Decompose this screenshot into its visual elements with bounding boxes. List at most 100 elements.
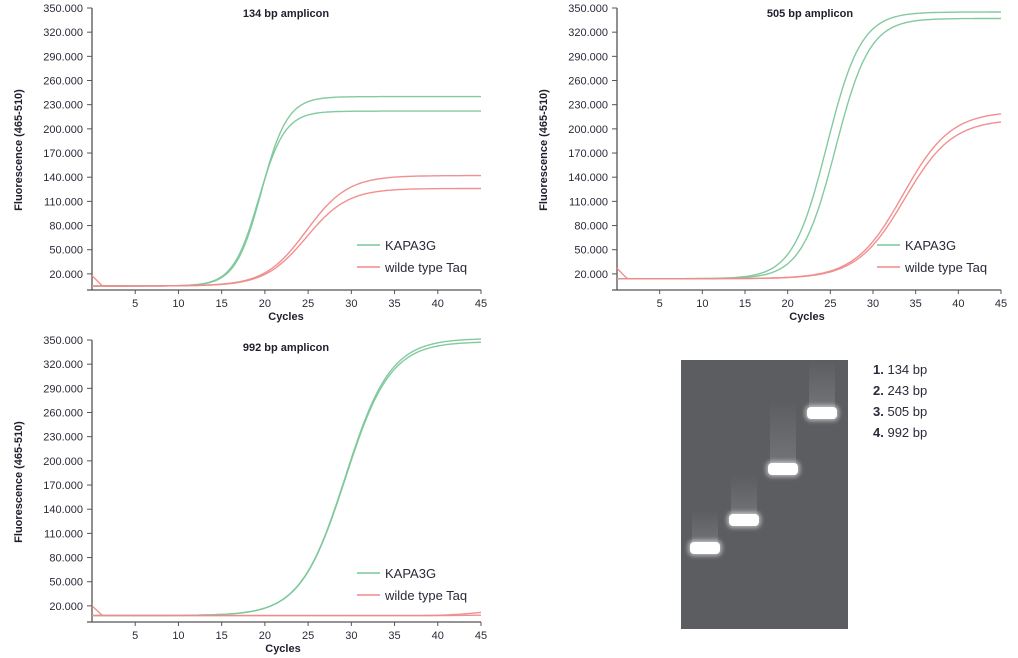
gel-band-992bp <box>807 407 837 419</box>
x-tick-label: 20 <box>259 630 271 642</box>
gel-legend-number: 4. <box>873 425 884 440</box>
x-tick-label: 45 <box>995 298 1007 310</box>
gel-smear <box>692 510 718 545</box>
x-tick-label: 35 <box>388 298 400 310</box>
x-tick-label: 45 <box>475 298 487 310</box>
x-tick-label: 25 <box>824 298 836 310</box>
y-tick-label: 50.000 <box>49 577 83 589</box>
x-tick-label: 30 <box>345 630 357 642</box>
x-tick-label: 5 <box>657 298 663 310</box>
gel-lane-2 <box>729 360 759 629</box>
y-tick-label: 170.000 <box>43 148 83 160</box>
y-tick-label: 80.000 <box>574 221 608 233</box>
x-tick-label: 10 <box>696 298 708 310</box>
gel-legend-label: 992 bp <box>887 425 928 440</box>
gel-lane-1 <box>690 360 720 629</box>
gel-legend-number: 1. <box>873 362 884 377</box>
y-tick-label: 170.000 <box>43 480 83 492</box>
y-tick-label: 260.000 <box>568 76 608 88</box>
gel-legend-item: 2. 243 bp <box>873 380 927 401</box>
gel-legend-label: 134 bp <box>887 362 928 377</box>
y-tick-label: 350.000 <box>43 335 83 347</box>
chart-505bp: 505 bp amplicon Fluorescence (465-510) C… <box>538 3 1007 323</box>
legend-label-wildtype-taq: wilde type Taq <box>384 260 467 275</box>
y-axis-title: Fluorescence (465-510) <box>13 421 25 543</box>
y-tick-label: 290.000 <box>43 51 83 63</box>
x-tick-label: 15 <box>216 298 228 310</box>
x-tick-label: 30 <box>345 298 357 310</box>
legend-label-kapa3g: KAPA3G <box>905 238 956 253</box>
y-tick-label: 110.000 <box>44 196 83 208</box>
y-tick-label: 50.000 <box>574 245 608 257</box>
y-tick-label: 290.000 <box>43 383 83 395</box>
gel-band-134bp <box>690 542 720 554</box>
y-tick-label: 20.000 <box>49 269 83 281</box>
gel-legend-label: 505 bp <box>887 404 928 419</box>
chart-title: 134 bp amplicon <box>243 8 329 20</box>
x-tick-label: 5 <box>132 298 138 310</box>
chart-title: 992 bp amplicon <box>243 342 329 354</box>
y-tick-label: 200.000 <box>43 456 83 468</box>
series-line-wilde-type-taq-rep1 <box>91 605 482 617</box>
y-tick-label: 80.000 <box>49 553 83 565</box>
x-tick-label: 15 <box>739 298 751 310</box>
y-tick-label: 110.000 <box>569 196 608 208</box>
x-tick-label: 30 <box>867 298 879 310</box>
gel-smear <box>809 360 835 408</box>
y-tick-label: 320.000 <box>568 27 608 39</box>
legend-label-kapa3g: KAPA3G <box>385 238 436 253</box>
y-tick-label: 350.000 <box>568 3 608 15</box>
gel-legend-item: 1. 134 bp <box>873 359 927 380</box>
series-line-wilde-type-taq-rep2 <box>617 121 1002 280</box>
y-tick-label: 350.000 <box>43 3 83 15</box>
x-axis-title: Cycles <box>265 643 300 655</box>
x-tick-label: 25 <box>302 298 314 310</box>
y-tick-label: 230.000 <box>43 432 83 444</box>
x-tick-label: 20 <box>782 298 794 310</box>
chart-134bp: 134 bp amplicon Fluorescence (465-510) C… <box>13 3 487 323</box>
x-axis-title: Cycles <box>789 311 824 323</box>
x-tick-label: 10 <box>172 298 184 310</box>
gel-legend-item: 4. 992 bp <box>873 422 927 443</box>
x-tick-label: 35 <box>910 298 922 310</box>
y-tick-label: 20.000 <box>574 269 608 281</box>
y-tick-label: 260.000 <box>43 76 83 88</box>
y-tick-label: 230.000 <box>43 100 83 112</box>
gel-lane-4 <box>807 360 837 629</box>
legend-label-wildtype-taq: wilde type Taq <box>384 588 467 603</box>
x-tick-label: 10 <box>172 630 184 642</box>
x-tick-label: 40 <box>432 298 444 310</box>
legend-label-kapa3g: KAPA3G <box>385 566 436 581</box>
x-tick-label: 35 <box>388 630 400 642</box>
gel-legend-item: 3. 505 bp <box>873 401 927 422</box>
series-line-wilde-type-taq-rep2 <box>92 187 481 287</box>
y-axis-title: Fluorescence (465-510) <box>538 89 550 211</box>
x-tick-label: 40 <box>432 630 444 642</box>
x-tick-label: 25 <box>302 630 314 642</box>
y-tick-label: 230.000 <box>568 100 608 112</box>
y-tick-label: 140.000 <box>43 504 83 516</box>
y-tick-label: 20.000 <box>49 601 83 613</box>
gel-band-505bp <box>768 463 798 475</box>
x-tick-label: 5 <box>132 630 138 642</box>
y-tick-label: 140.000 <box>568 172 608 184</box>
x-tick-label: 15 <box>216 630 228 642</box>
y-tick-label: 290.000 <box>568 51 608 63</box>
y-tick-label: 200.000 <box>568 124 608 136</box>
y-tick-label: 320.000 <box>43 359 83 371</box>
chart-992bp: 992 bp amplicon Fluorescence (465-510) C… <box>13 335 487 655</box>
gel-lane-3 <box>768 360 798 629</box>
chart-title: 505 bp amplicon <box>767 8 853 20</box>
y-tick-label: 80.000 <box>49 221 83 233</box>
y-axis-title: Fluorescence (465-510) <box>13 89 25 211</box>
x-axis-title: Cycles <box>268 311 303 323</box>
y-tick-label: 140.000 <box>43 172 83 184</box>
x-tick-label: 20 <box>259 298 271 310</box>
x-tick-label: 40 <box>952 298 964 310</box>
x-tick-label: 45 <box>475 630 487 642</box>
gel-smear <box>731 475 757 517</box>
y-tick-label: 110.000 <box>44 528 83 540</box>
gel-band-243bp <box>729 514 759 526</box>
y-tick-label: 200.000 <box>43 124 83 136</box>
agarose-gel-image <box>681 360 848 629</box>
